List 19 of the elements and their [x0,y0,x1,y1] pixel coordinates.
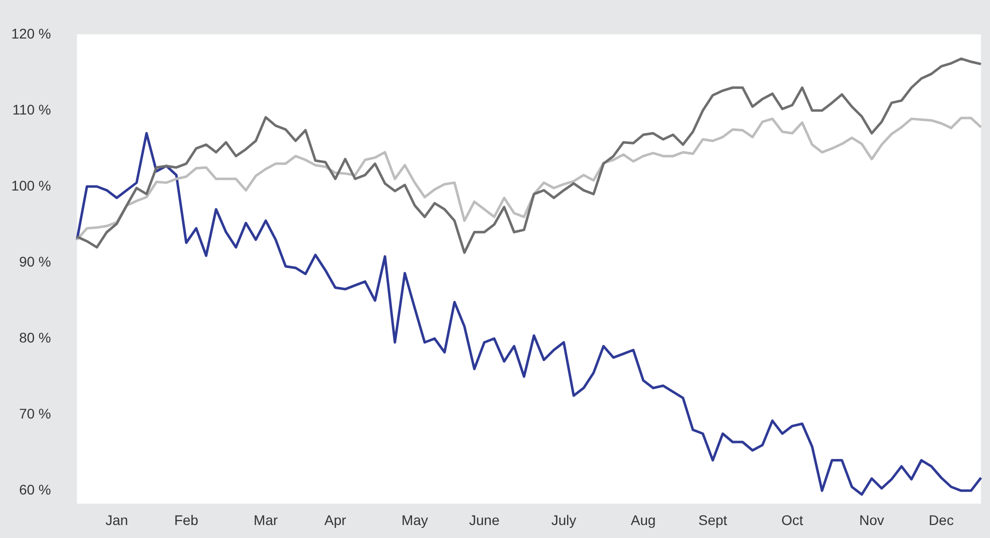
x-tick-label: Mar [254,512,278,528]
x-tick-label: Nov [859,512,884,528]
y-tick-label: 70 % [19,405,51,422]
x-tick-label: Apr [324,512,347,528]
x-tick-label: June [469,512,500,528]
x-tick-label: Sept [698,512,728,528]
y-tick-label: 100 % [11,177,51,194]
x-tick-label: Dec [928,512,954,528]
y-tick-label: 80 % [19,329,51,346]
y-tick-label: 60 % [19,482,51,498]
y-tick-label: 120 % [11,25,51,42]
x-tick-label: Jan [105,512,128,528]
x-tick-label: Oct [781,512,804,528]
x-tick-label: May [402,512,428,528]
y-tick-label: 110 % [12,101,51,118]
x-tick-label: Aug [630,512,656,528]
y-tick-label: 90 % [19,253,51,270]
x-tick-label: Feb [174,512,199,528]
x-tick-label: July [551,512,576,528]
